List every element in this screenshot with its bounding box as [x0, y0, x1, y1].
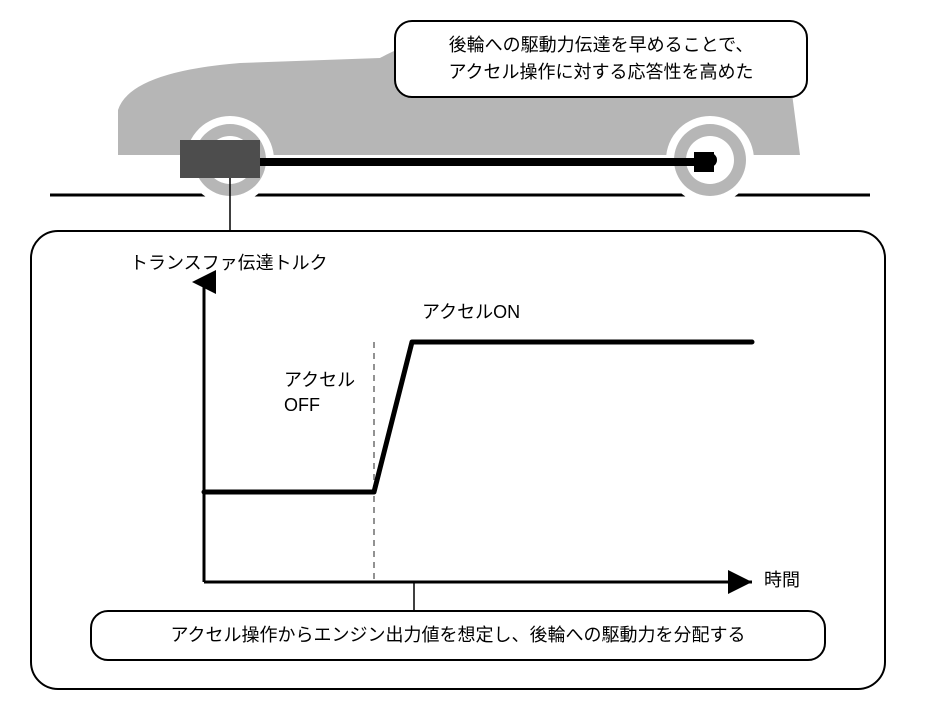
callout-top-line1: 後輪への駆動力伝達を早めることで、	[449, 35, 754, 55]
transfer-case	[180, 140, 260, 178]
accel-on-label: アクセルON	[422, 298, 520, 324]
callout-bottom-text: アクセル操作からエンジン出力値を想定し、後輪への駆動力を分配する	[170, 625, 745, 645]
callout-bottom: アクセル操作からエンジン出力値を想定し、後輪への駆動力を分配する	[90, 610, 826, 661]
chart-title: トランスファ伝達トルク	[130, 249, 328, 275]
diagram-stage: 後輪への駆動力伝達を早めることで、 アクセル操作に対する応答性を高めた	[0, 0, 929, 704]
rear-diff	[694, 152, 714, 172]
accel-off-label: アクセル OFF	[284, 368, 355, 418]
x-axis-label: 時間	[764, 566, 800, 592]
callout-top: 後輪への駆動力伝達を早めることで、 アクセル操作に対する応答性を高めた	[394, 20, 808, 98]
callout-top-line2: アクセル操作に対する応答性を高めた	[448, 62, 753, 82]
